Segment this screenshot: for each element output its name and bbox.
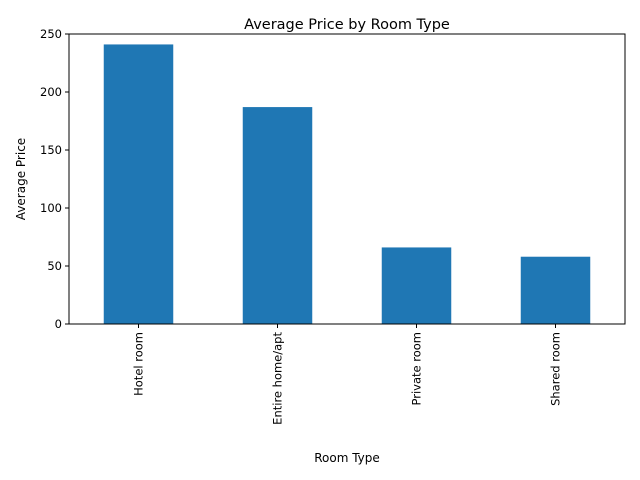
chart-title: Average Price by Room Type <box>244 17 450 33</box>
bar-entire-home-apt <box>242 107 313 324</box>
y-tick-label: 50 <box>47 259 62 273</box>
x-tick-label: Hotel room <box>132 332 146 396</box>
y-axis-label: Average Price <box>14 138 28 220</box>
x-tick-label: Entire home/apt <box>271 332 285 425</box>
x-tick-label: Private room <box>410 332 424 406</box>
y-axis: 0 50 100 150 200 250 <box>40 27 69 331</box>
plot-frame <box>68 33 626 325</box>
x-axis: Hotel room Entire home/apt Private room Sha… <box>132 324 563 425</box>
bar-shared-room <box>520 256 591 324</box>
y-tick-label: 150 <box>40 143 62 157</box>
y-tick-label: 250 <box>40 27 62 41</box>
x-axis-label: Room Type <box>314 451 380 465</box>
x-tick-label: Shared room <box>549 332 563 406</box>
bars-group <box>103 44 591 324</box>
bar-hotel-room <box>103 44 174 324</box>
y-tick-label: 0 <box>55 317 62 331</box>
bar-private-room <box>381 247 452 324</box>
y-tick-label: 200 <box>40 85 62 99</box>
y-tick-label: 100 <box>40 201 62 215</box>
